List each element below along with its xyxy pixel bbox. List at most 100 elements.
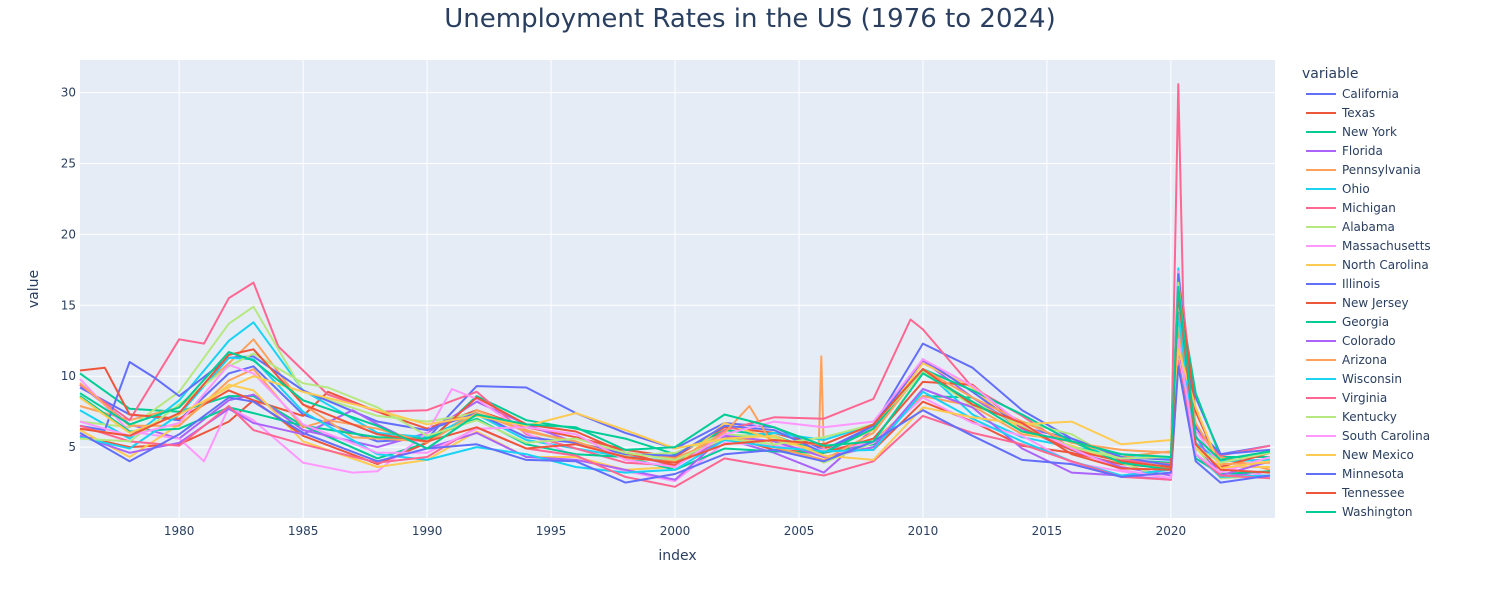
- legend-swatch: [1306, 339, 1336, 342]
- y-tick-label: 15: [61, 298, 76, 312]
- legend-label: Virginia: [1342, 390, 1388, 405]
- legend-swatch: [1306, 149, 1336, 152]
- y-tick-label: 30: [61, 86, 76, 100]
- legend-swatch: [1306, 491, 1336, 494]
- x-tick-label: 2010: [908, 524, 939, 538]
- legend: variable California Texas New York Florida P…: [1302, 64, 1431, 521]
- legend-item-minnesota[interactable]: Minnesota: [1302, 464, 1431, 483]
- legend-item-illinois[interactable]: Illinois: [1302, 274, 1431, 293]
- legend-swatch: [1306, 92, 1336, 95]
- legend-item-california[interactable]: California: [1302, 84, 1431, 103]
- legend-swatch: [1306, 377, 1336, 380]
- legend-label: California: [1342, 86, 1399, 101]
- legend-label: Ohio: [1342, 181, 1370, 196]
- legend-item-florida[interactable]: Florida: [1302, 141, 1431, 160]
- x-tick-label: 2005: [784, 524, 815, 538]
- legend-swatch: [1306, 130, 1336, 133]
- legend-label: Georgia: [1342, 314, 1390, 329]
- series-line-tennessee[interactable]: [79, 293, 1271, 474]
- series-line-south-carolina[interactable]: [79, 338, 1271, 480]
- legend-item-new-york[interactable]: New York: [1302, 122, 1431, 141]
- legend-swatch: [1306, 263, 1336, 266]
- legend-label: Michigan: [1342, 200, 1396, 215]
- legend-label: North Carolina: [1342, 257, 1429, 272]
- legend-swatch: [1306, 301, 1336, 304]
- legend-swatch: [1306, 415, 1336, 418]
- y-tick-label: 10: [61, 369, 76, 383]
- x-axis-label: index: [658, 548, 696, 564]
- legend-label: Pennsylvania: [1342, 162, 1421, 177]
- legend-label: South Carolina: [1342, 428, 1431, 443]
- legend-label: Arizona: [1342, 352, 1388, 367]
- legend-swatch: [1306, 225, 1336, 228]
- legend-label: Colorado: [1342, 333, 1396, 348]
- legend-item-washington[interactable]: Washington: [1302, 502, 1431, 521]
- legend-item-south-carolina[interactable]: South Carolina: [1302, 426, 1431, 445]
- legend-item-kentucky[interactable]: Kentucky: [1302, 407, 1431, 426]
- legend-item-ohio[interactable]: Ohio: [1302, 179, 1431, 198]
- legend-swatch: [1306, 244, 1336, 247]
- legend-item-georgia[interactable]: Georgia: [1302, 312, 1431, 331]
- y-tick-label: 25: [61, 157, 76, 171]
- legend-label: New Jersey: [1342, 295, 1409, 310]
- y-tick-label: 5: [68, 440, 76, 454]
- x-tick-label: 1990: [412, 524, 443, 538]
- legend-label: Texas: [1342, 105, 1376, 120]
- x-tick-label: 1995: [536, 524, 567, 538]
- legend-item-pennsylvania[interactable]: Pennsylvania: [1302, 160, 1431, 179]
- series-line-massachusetts[interactable]: [79, 270, 1271, 483]
- legend-item-tennessee[interactable]: Tennessee: [1302, 483, 1431, 502]
- legend-item-arizona[interactable]: Arizona: [1302, 350, 1431, 369]
- series-line-virginia[interactable]: [79, 359, 1271, 488]
- legend-item-michigan[interactable]: Michigan: [1302, 198, 1431, 217]
- x-tick-label: 2015: [1032, 524, 1063, 538]
- legend-item-massachusetts[interactable]: Massachusetts: [1302, 236, 1431, 255]
- series-line-new-mexico[interactable]: [79, 348, 1271, 470]
- legend-swatch: [1306, 187, 1336, 190]
- legend-label: Illinois: [1342, 276, 1381, 291]
- x-tick-label: 2020: [1156, 524, 1187, 538]
- legend-label: Wisconsin: [1342, 371, 1402, 386]
- legend-item-north-carolina[interactable]: North Carolina: [1302, 255, 1431, 274]
- legend-label: Florida: [1342, 143, 1383, 158]
- legend-item-new-mexico[interactable]: New Mexico: [1302, 445, 1431, 464]
- legend-label: Tennessee: [1342, 485, 1405, 500]
- x-tick-label: 2000: [660, 524, 691, 538]
- legend-swatch: [1306, 434, 1336, 437]
- legend-item-wisconsin[interactable]: Wisconsin: [1302, 369, 1431, 388]
- legend-swatch: [1306, 168, 1336, 171]
- legend-swatch: [1306, 282, 1336, 285]
- series-line-minnesota[interactable]: [79, 365, 1271, 484]
- series-line-kentucky[interactable]: [79, 281, 1271, 464]
- x-tick-label: 1980: [164, 524, 195, 538]
- legend-title: variable: [1302, 66, 1359, 82]
- legend-label: Kentucky: [1342, 409, 1397, 424]
- series-line-georgia[interactable]: [79, 336, 1271, 475]
- legend-label: Alabama: [1342, 219, 1395, 234]
- legend-label: New Mexico: [1342, 447, 1414, 462]
- x-tick-label: 1985: [288, 524, 319, 538]
- legend-swatch: [1306, 206, 1336, 209]
- y-tick-label: 20: [61, 227, 76, 241]
- legend-item-virginia[interactable]: Virginia: [1302, 388, 1431, 407]
- series-line-wisconsin[interactable]: [79, 311, 1271, 478]
- legend-item-alabama[interactable]: Alabama: [1302, 217, 1431, 236]
- legend-item-colorado[interactable]: Colorado: [1302, 331, 1431, 350]
- legend-swatch: [1306, 111, 1336, 114]
- legend-item-texas[interactable]: Texas: [1302, 103, 1431, 122]
- legend-swatch: [1306, 453, 1336, 456]
- legend-swatch: [1306, 358, 1336, 361]
- legend-swatch: [1306, 472, 1336, 475]
- legend-swatch: [1306, 510, 1336, 513]
- series-line-washington[interactable]: [79, 285, 1271, 461]
- legend-item-new-jersey[interactable]: New Jersey: [1302, 293, 1431, 312]
- legend-label: Massachusetts: [1342, 238, 1431, 253]
- chart-title: Unemployment Rates in the US (1976 to 20…: [444, 4, 1056, 34]
- legend-label: New York: [1342, 124, 1397, 139]
- legend-label: Minnesota: [1342, 466, 1404, 481]
- legend-swatch: [1306, 320, 1336, 323]
- y-axis-label: value: [26, 270, 42, 308]
- legend-label: Washington: [1342, 504, 1413, 519]
